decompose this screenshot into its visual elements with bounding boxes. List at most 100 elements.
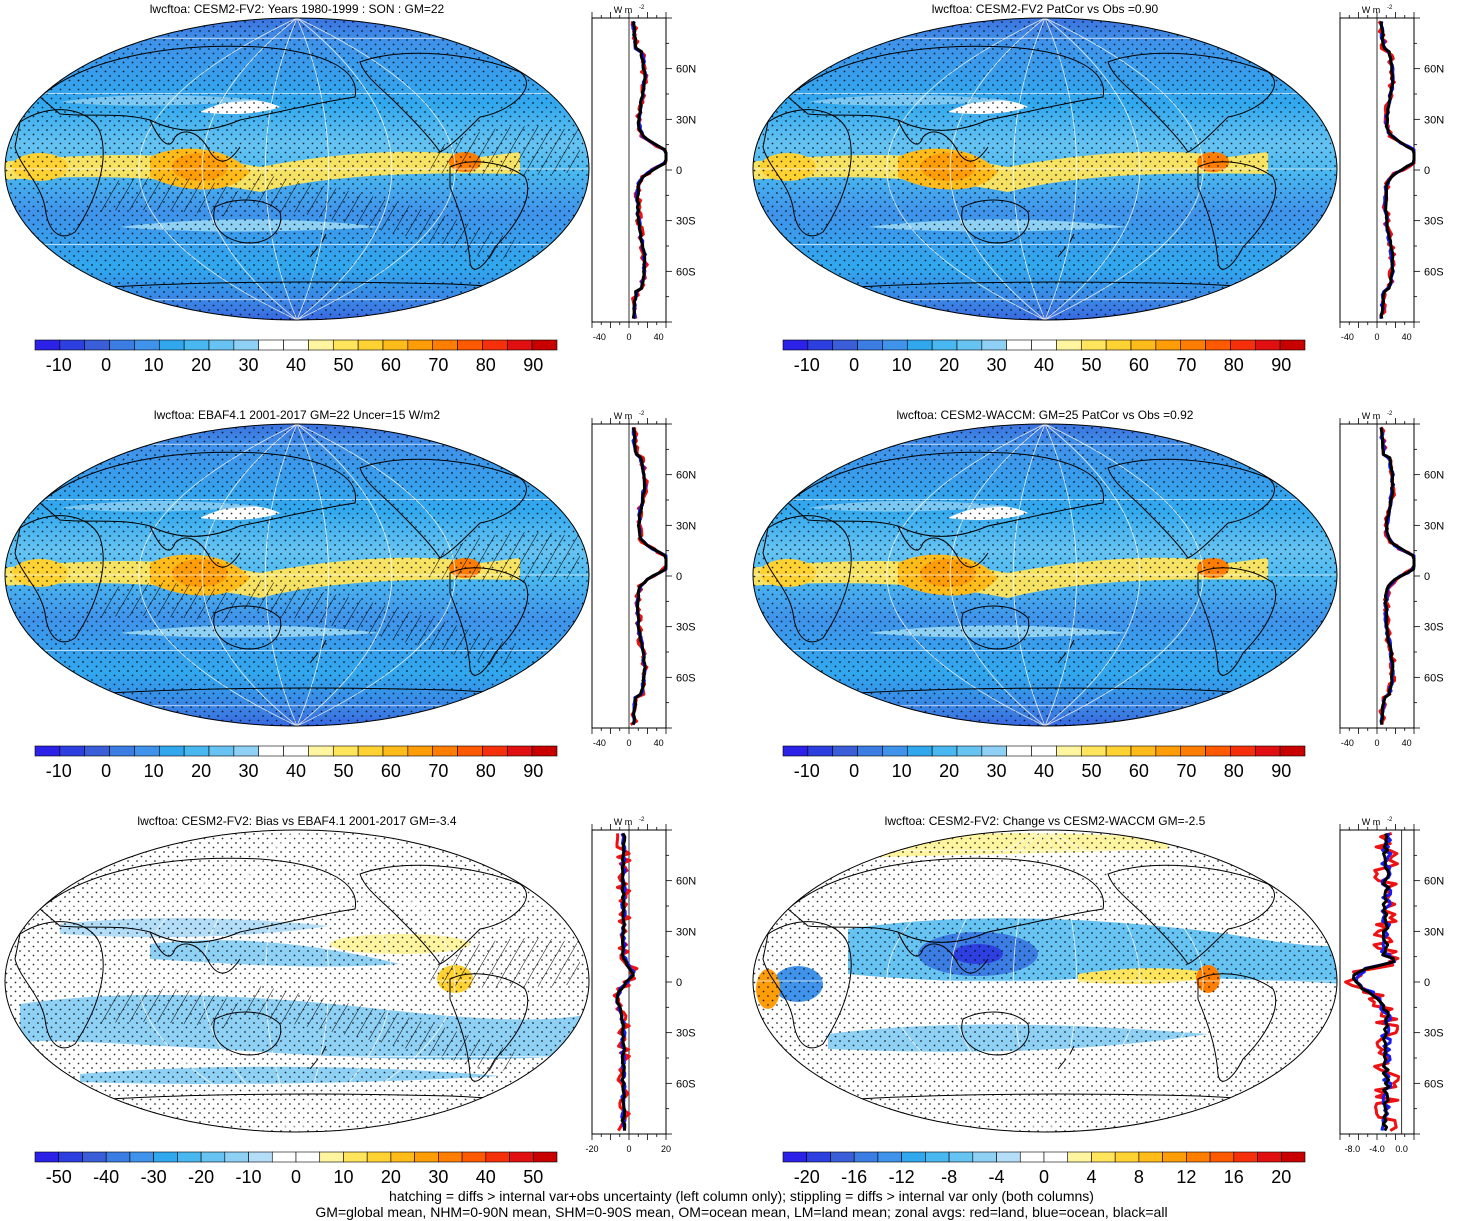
colorbar-swatch [1006, 339, 1032, 351]
colorbar-label: 40 [1034, 355, 1054, 375]
colorbar-swatch [482, 745, 508, 757]
colorbar-label: 70 [428, 355, 448, 375]
colorbar-swatch [1031, 745, 1057, 757]
panel-fv2-patcor: lwcftoa: CESM2-FV2 PatCor vs Obs =0.90 W … [748, 0, 1483, 400]
profile-lat-label: 0 [676, 977, 682, 989]
colorbar-swatch [283, 745, 309, 757]
panel-ebaf: lwcftoa: EBAF4.1 2001-2017 GM=22 Uncer=1… [0, 406, 735, 806]
zonal-average-profile: W m -2 -20 0 20 60N 30N 0 30S 60S [568, 812, 698, 1162]
colorbar-swatch [956, 339, 983, 351]
colorbar-label: -8 [941, 1167, 957, 1187]
profile-all-curve [631, 426, 668, 726]
colorbar-swatch [332, 339, 359, 351]
colorbar-label: 12 [1176, 1167, 1196, 1187]
colorbar-label: -10 [46, 761, 72, 781]
colorbar-swatch [782, 339, 809, 351]
panel-title: lwcftoa: CESM2-FV2: Bias vs EBAF4.1 2001… [137, 814, 457, 828]
colorbar-swatch [506, 745, 533, 757]
profile-ocean-curve [631, 20, 668, 319]
footer-line-2: GM=global mean, NHM=0-90N mean, SHM=0-90… [315, 1204, 1168, 1220]
colorbar-swatch [972, 1151, 997, 1163]
colorbar-label: 0 [101, 761, 111, 781]
profile-x-tick-label: 20 [661, 1144, 671, 1154]
profile-unit: W m [1362, 411, 1381, 421]
colorbar-svg: -20 -16 -12 -8 -4 0 4 8 12 16 20 [782, 1151, 1306, 1187]
profile-lat-label: 30N [1424, 114, 1444, 126]
colorbar-swatch [382, 745, 409, 757]
colorbar-label: -10 [236, 1167, 262, 1187]
colorbar-swatch [901, 1151, 926, 1163]
colorbar-label: -10 [46, 355, 72, 375]
colorbar-swatch [343, 1151, 368, 1163]
profile-lat-label: 30S [676, 216, 696, 228]
colorbar-swatch [457, 339, 483, 351]
colorbar-swatch [1155, 745, 1182, 757]
colorbar-label: 0 [291, 1167, 301, 1187]
colorbar-swatch [407, 339, 434, 351]
colorbar-swatch [1186, 1151, 1211, 1163]
map-svg [4, 423, 590, 727]
colorbar-swatch [956, 745, 983, 757]
map-svg [752, 423, 1338, 727]
colorbar-swatch [981, 339, 1008, 351]
profile-lat-label: 0 [676, 165, 682, 177]
colorbar-swatch [1230, 745, 1256, 757]
profile-x-tick-label: 0 [626, 332, 631, 342]
colorbar-swatch [105, 1151, 131, 1163]
colorbar-swatch [1080, 745, 1107, 757]
panel-title: lwcftoa: CESM2-WACCM: GM=25 PatCor vs Ob… [896, 408, 1194, 422]
colorbar-swatch [853, 1151, 879, 1163]
profile-unit: W m [1362, 817, 1381, 827]
colorbar-label: -16 [841, 1167, 867, 1187]
colorbar-swatch [482, 339, 508, 351]
colorbar-swatch [782, 1151, 808, 1163]
colorbar-label: -20 [188, 1167, 214, 1187]
colorbar-label: -20 [794, 1167, 820, 1187]
profile-all-curve [1352, 832, 1396, 1132]
colorbar-swatch [357, 745, 384, 757]
colorbar: -50 -40 -30 -20 -10 0 10 20 30 40 50 [33, 1151, 563, 1196]
colorbar-swatch [925, 1151, 950, 1163]
colorbar-swatch [1230, 339, 1256, 351]
colorbar-swatch [432, 745, 458, 757]
colorbar-label: 40 [1034, 761, 1054, 781]
colorbar-swatch [1205, 339, 1231, 351]
profile-x-tick-label: 40 [1402, 332, 1412, 342]
colorbar-swatch [183, 745, 210, 757]
colorbar-swatch [1056, 745, 1082, 757]
colorbar-swatch [134, 745, 160, 757]
zonal-profile-svg: W m -2 -40 0 40 60N 30N 0 30S 60S [1339, 5, 1444, 342]
colorbar-swatch [208, 745, 235, 757]
colorbar-label: 20 [1271, 1167, 1291, 1187]
colorbar-swatch [782, 745, 809, 757]
footer-line-1: hatching = diffs > internal var+obs unce… [389, 1188, 1094, 1204]
profile-lat-label: 60S [676, 672, 696, 684]
profile-ocean-curve [1379, 20, 1416, 319]
colorbar-label: 50 [333, 761, 353, 781]
colorbar-swatch [34, 1151, 60, 1163]
profile-lat-label: 60S [676, 1078, 696, 1090]
colorbar-swatch [283, 339, 309, 351]
profile-lat-label: 30N [1424, 926, 1444, 938]
map-svg [752, 829, 1338, 1133]
colorbar-swatch [382, 339, 409, 351]
colorbar-swatch [1162, 1151, 1187, 1163]
zonal-average-profile: W m -2 -40 0 40 60N 30N 0 30S 60S [1316, 0, 1446, 350]
colorbar-label: 10 [144, 761, 164, 781]
colorbar-label: 0 [849, 355, 859, 375]
colorbar-swatch [948, 1151, 974, 1163]
colorbar-label: 80 [476, 355, 496, 375]
colorbar-swatch [177, 1151, 202, 1163]
colorbar-swatch [1257, 1151, 1282, 1163]
profile-x-tick-label: 0 [626, 738, 631, 748]
colorbar-swatch [532, 1151, 558, 1163]
profile-lat-label: 0 [1424, 571, 1430, 583]
profile-all-curve [1379, 427, 1416, 725]
profile-unit-exponent: -2 [1387, 817, 1393, 823]
colorbar-swatch [531, 745, 558, 757]
colorbar-label: 10 [333, 1167, 353, 1187]
profile-lat-label: 60N [1424, 876, 1444, 888]
colorbar-label: 16 [1224, 1167, 1244, 1187]
colorbar-swatch [1254, 339, 1281, 351]
colorbar-swatch [208, 339, 235, 351]
